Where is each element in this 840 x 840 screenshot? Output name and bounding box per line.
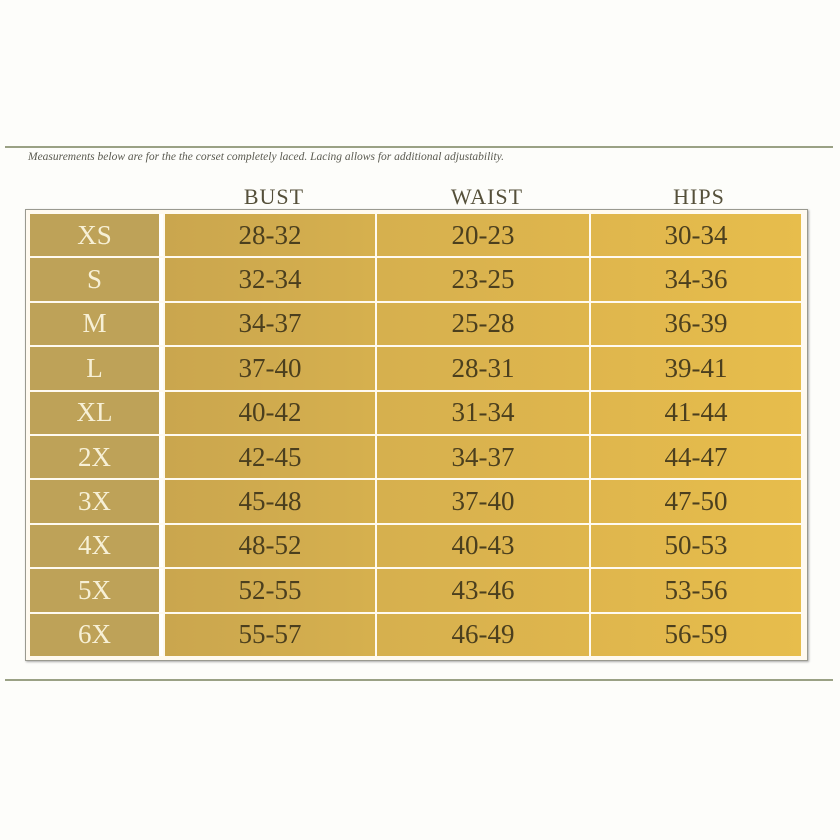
cell-waist: 28-31 bbox=[377, 347, 589, 390]
cell-size: L bbox=[30, 347, 163, 390]
cell-size: 2X bbox=[30, 435, 163, 479]
cell-waist: 23-25 bbox=[377, 258, 589, 301]
header-bust: BUST bbox=[243, 184, 305, 209]
cell-bust: 28-32 bbox=[165, 214, 375, 257]
cell-bust: 42-45 bbox=[165, 435, 375, 479]
cell-size: 4X bbox=[30, 524, 163, 568]
header-waist: WAIST bbox=[450, 184, 524, 209]
cell-hips: 56-59 bbox=[591, 613, 801, 656]
top-divider bbox=[5, 146, 833, 148]
cell-hips: 44-47 bbox=[591, 435, 801, 479]
bottom-divider bbox=[5, 679, 833, 681]
header-hips: HIPS bbox=[673, 184, 725, 209]
cell-waist: 37-40 bbox=[377, 480, 589, 523]
size-grid: XS 28-32 20-23 30-34 S 32-34 23-25 34-36 M 34-37 2… bbox=[30, 214, 803, 656]
cell-bust: 52-55 bbox=[165, 569, 375, 612]
cell-size: 6X bbox=[30, 613, 163, 656]
cell-size: S bbox=[30, 258, 163, 301]
cell-waist: 46-49 bbox=[377, 613, 589, 656]
cell-hips: 34-36 bbox=[591, 258, 801, 301]
cell-bust: 32-34 bbox=[165, 258, 375, 301]
cell-hips: 30-34 bbox=[591, 214, 801, 257]
cell-waist: 20-23 bbox=[377, 214, 589, 257]
cell-size: M bbox=[30, 302, 163, 346]
cell-waist: 25-28 bbox=[377, 302, 589, 346]
cell-size: XS bbox=[30, 214, 163, 257]
cell-hips: 53-56 bbox=[591, 569, 801, 612]
cell-waist: 31-34 bbox=[377, 391, 589, 434]
cell-size: XL bbox=[30, 391, 163, 434]
cell-hips: 50-53 bbox=[591, 524, 801, 568]
cell-waist: 40-43 bbox=[377, 524, 589, 568]
cell-hips: 36-39 bbox=[591, 302, 801, 346]
cell-bust: 34-37 bbox=[165, 302, 375, 346]
cell-bust: 37-40 bbox=[165, 347, 375, 390]
cell-bust: 48-52 bbox=[165, 524, 375, 568]
cell-hips: 39-41 bbox=[591, 347, 801, 390]
cell-size: 3X bbox=[30, 480, 163, 523]
cell-bust: 40-42 bbox=[165, 391, 375, 434]
cell-bust: 45-48 bbox=[165, 480, 375, 523]
size-table: XS 28-32 20-23 30-34 S 32-34 23-25 34-36 M 34-37 2… bbox=[25, 209, 808, 661]
cell-bust: 55-57 bbox=[165, 613, 375, 656]
cell-hips: 47-50 bbox=[591, 480, 801, 523]
cell-waist: 43-46 bbox=[377, 569, 589, 612]
cell-hips: 41-44 bbox=[591, 391, 801, 434]
cell-size: 5X bbox=[30, 569, 163, 612]
caption: Measurements below are for the the corse… bbox=[28, 151, 505, 163]
cell-waist: 34-37 bbox=[377, 435, 589, 479]
